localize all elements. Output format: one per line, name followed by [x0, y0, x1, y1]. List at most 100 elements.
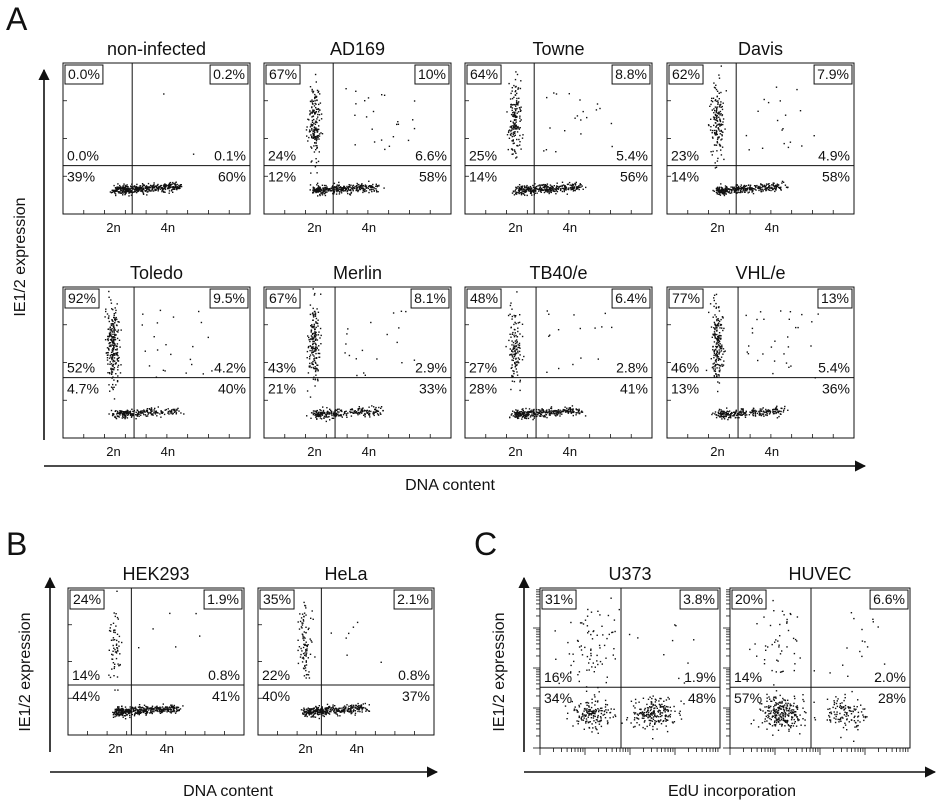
plot-title: TB40/e [529, 263, 587, 283]
plot-title: Merlin [333, 263, 382, 283]
upper-left-inner-percent: 16% [544, 669, 572, 685]
lower-right-percent: 36% [822, 381, 850, 397]
upper-left-percent-box [64, 64, 104, 85]
upper-left-inner-percent: 52% [67, 360, 95, 376]
plot-title: Toledo [130, 263, 183, 283]
lower-right-percent: 56% [620, 169, 648, 185]
upper-right-percent: 6.6% [873, 591, 905, 607]
plot-towne: Towne 64% 8.8% 25% 5.4% 14% 56% 2n 4n [464, 39, 653, 235]
upper-right-percent: 8.1% [414, 290, 446, 306]
plot-title: HeLa [324, 564, 368, 584]
upper-left-inner-percent: 27% [469, 360, 497, 376]
upper-right-percent: 7.9% [817, 66, 849, 82]
plot-frame-ticks [63, 100, 230, 214]
plot-huvec: HUVEC 20% 6.6% 14% 2.0% 57% 28% [723, 564, 911, 755]
plot-title: U373 [608, 564, 651, 584]
lower-left-percent: 13% [671, 381, 699, 397]
plot-frame [729, 587, 911, 749]
upper-right-percent: 0.2% [213, 66, 245, 82]
plot-title: Davis [738, 39, 783, 59]
upper-right-percent-box [817, 288, 853, 309]
x-tick-4n: 4n [765, 444, 779, 459]
upper-left-percent-box [668, 288, 704, 309]
cell-dots [108, 590, 201, 720]
x-tick-4n: 4n [362, 444, 376, 459]
upper-left-inner-percent: 24% [268, 148, 296, 164]
upper-right-inner-percent: 2.0% [874, 669, 906, 685]
panel-b-y-axis-title: IE1/2 expression [17, 612, 34, 731]
upper-left-percent: 64% [470, 66, 498, 82]
x-tick-2n: 2n [298, 741, 312, 756]
upper-left-percent: 24% [73, 591, 101, 607]
upper-right-inner-percent: 0.8% [208, 667, 240, 683]
upper-right-percent-box [414, 64, 450, 85]
panel-c: C IE1/2 expression EdU incorporation U37… [474, 526, 937, 800]
x-tick-2n: 2n [710, 444, 724, 459]
plot-frame-ticks [533, 589, 719, 755]
plot-vhle: VHL/e 77% 13% 46% 5.4% 13% 36% 2n 4n [666, 263, 855, 459]
lower-right-percent: 40% [218, 381, 246, 397]
x-tick-4n: 4n [362, 220, 376, 235]
plot-frame-ticks [68, 624, 225, 735]
upper-right-percent: 10% [418, 66, 446, 82]
upper-left-inner-percent: 43% [268, 360, 296, 376]
plot-frame-ticks [667, 324, 834, 438]
panel-letter-b: B [6, 526, 27, 562]
upper-right-percent: 2.1% [397, 591, 429, 607]
upper-left-percent-box [466, 64, 502, 85]
upper-left-percent: 0.0% [68, 66, 100, 82]
plot-hek293: HEK293 24% 1.9% 14% 0.8% 44% 41% 2n 4n [67, 564, 245, 756]
upper-left-inner-percent: 25% [469, 148, 497, 164]
upper-right-inner-percent: 2.8% [616, 360, 648, 376]
panel-b-x-axis-title: DNA content [183, 783, 273, 800]
upper-right-percent: 13% [821, 290, 849, 306]
cell-dots [505, 291, 613, 421]
plot-frame-ticks [264, 100, 431, 214]
lower-right-percent: 41% [212, 688, 240, 704]
x-tick-4n: 4n [161, 220, 175, 235]
plot-frame-ticks [63, 324, 230, 438]
panel-c-y-axis-title: IE1/2 expression [491, 612, 508, 731]
upper-left-percent-box [64, 288, 100, 309]
upper-left-percent: 62% [672, 66, 700, 82]
panel-letter-a: A [6, 1, 28, 37]
upper-right-inner-percent: 6.6% [415, 148, 447, 164]
lower-left-percent: 14% [671, 169, 699, 185]
lower-right-percent: 58% [822, 169, 850, 185]
plot-merlin: Merlin 67% 8.1% 43% 2.9% 21% 33% 2n 4n [263, 263, 452, 459]
upper-right-percent-box [813, 64, 853, 85]
plot-frame-ticks [667, 100, 834, 214]
x-tick-2n: 2n [710, 220, 724, 235]
x-tick-4n: 4n [765, 220, 779, 235]
cell-dots [506, 71, 613, 197]
plot-frame [257, 587, 435, 736]
upper-left-percent: 67% [269, 66, 297, 82]
upper-right-percent: 8.8% [615, 66, 647, 82]
plot-non-infected: non-infected 0.0% 0.2% 0.0% 0.1% 39% 60% 2n 4n [62, 39, 251, 235]
lower-left-percent: 4.7% [67, 381, 99, 397]
x-tick-4n: 4n [160, 741, 174, 756]
upper-left-percent-box [668, 64, 704, 85]
cell-dots [297, 601, 382, 720]
upper-right-inner-percent: 4.9% [818, 148, 850, 164]
upper-left-percent-box [731, 589, 767, 610]
upper-right-percent-box [209, 288, 249, 309]
lower-right-percent: 37% [402, 688, 430, 704]
cell-dots [705, 293, 819, 421]
upper-right-percent: 6.4% [615, 290, 647, 306]
panel-a-y-axis-title: IE1/2 expression [12, 197, 29, 316]
upper-left-inner-percent: 22% [262, 667, 290, 683]
upper-left-percent-box [541, 589, 577, 610]
plot-frame [539, 587, 721, 749]
plot-frame-ticks [723, 589, 909, 755]
plot-frame [67, 587, 245, 736]
lower-left-percent: 40% [262, 688, 290, 704]
upper-right-inner-percent: 2.9% [415, 360, 447, 376]
upper-right-percent: 1.9% [207, 591, 239, 607]
lower-left-percent: 39% [67, 169, 95, 185]
lower-right-percent: 33% [419, 381, 447, 397]
upper-left-inner-percent: 14% [72, 667, 100, 683]
x-tick-2n: 2n [508, 220, 522, 235]
upper-right-percent-box [611, 64, 651, 85]
